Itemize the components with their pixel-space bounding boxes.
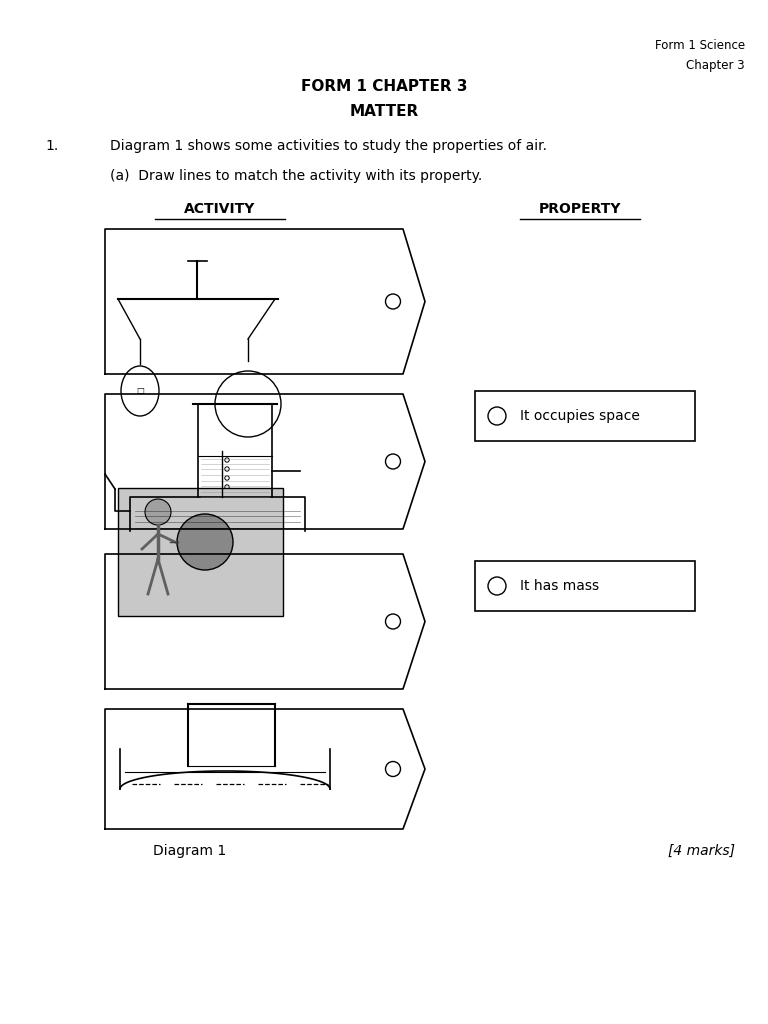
Text: 1.: 1. [45,139,58,153]
Text: It occupies space: It occupies space [520,409,640,423]
Ellipse shape [121,366,159,416]
Text: PROPERTY: PROPERTY [538,202,621,216]
Text: Form 1 Science: Form 1 Science [655,39,745,52]
FancyBboxPatch shape [475,561,695,611]
Text: (a)  Draw lines to match the activity with its property.: (a) Draw lines to match the activity wit… [110,169,482,183]
Text: Diagram 1 shows some activities to study the properties of air.: Diagram 1 shows some activities to study… [110,139,547,153]
Text: □: □ [136,386,144,395]
Text: ACTIVITY: ACTIVITY [184,202,256,216]
Bar [118,488,283,616]
Text: MATTER: MATTER [349,104,419,119]
Text: [4 marks]: [4 marks] [668,844,735,858]
Circle shape [145,499,171,525]
Text: It has mass: It has mass [520,579,599,593]
Circle shape [177,514,233,570]
Text: FORM 1 CHAPTER 3: FORM 1 CHAPTER 3 [301,79,467,94]
FancyBboxPatch shape [475,391,695,441]
Text: Chapter 3: Chapter 3 [687,59,745,72]
Text: Diagram 1: Diagram 1 [154,844,227,858]
